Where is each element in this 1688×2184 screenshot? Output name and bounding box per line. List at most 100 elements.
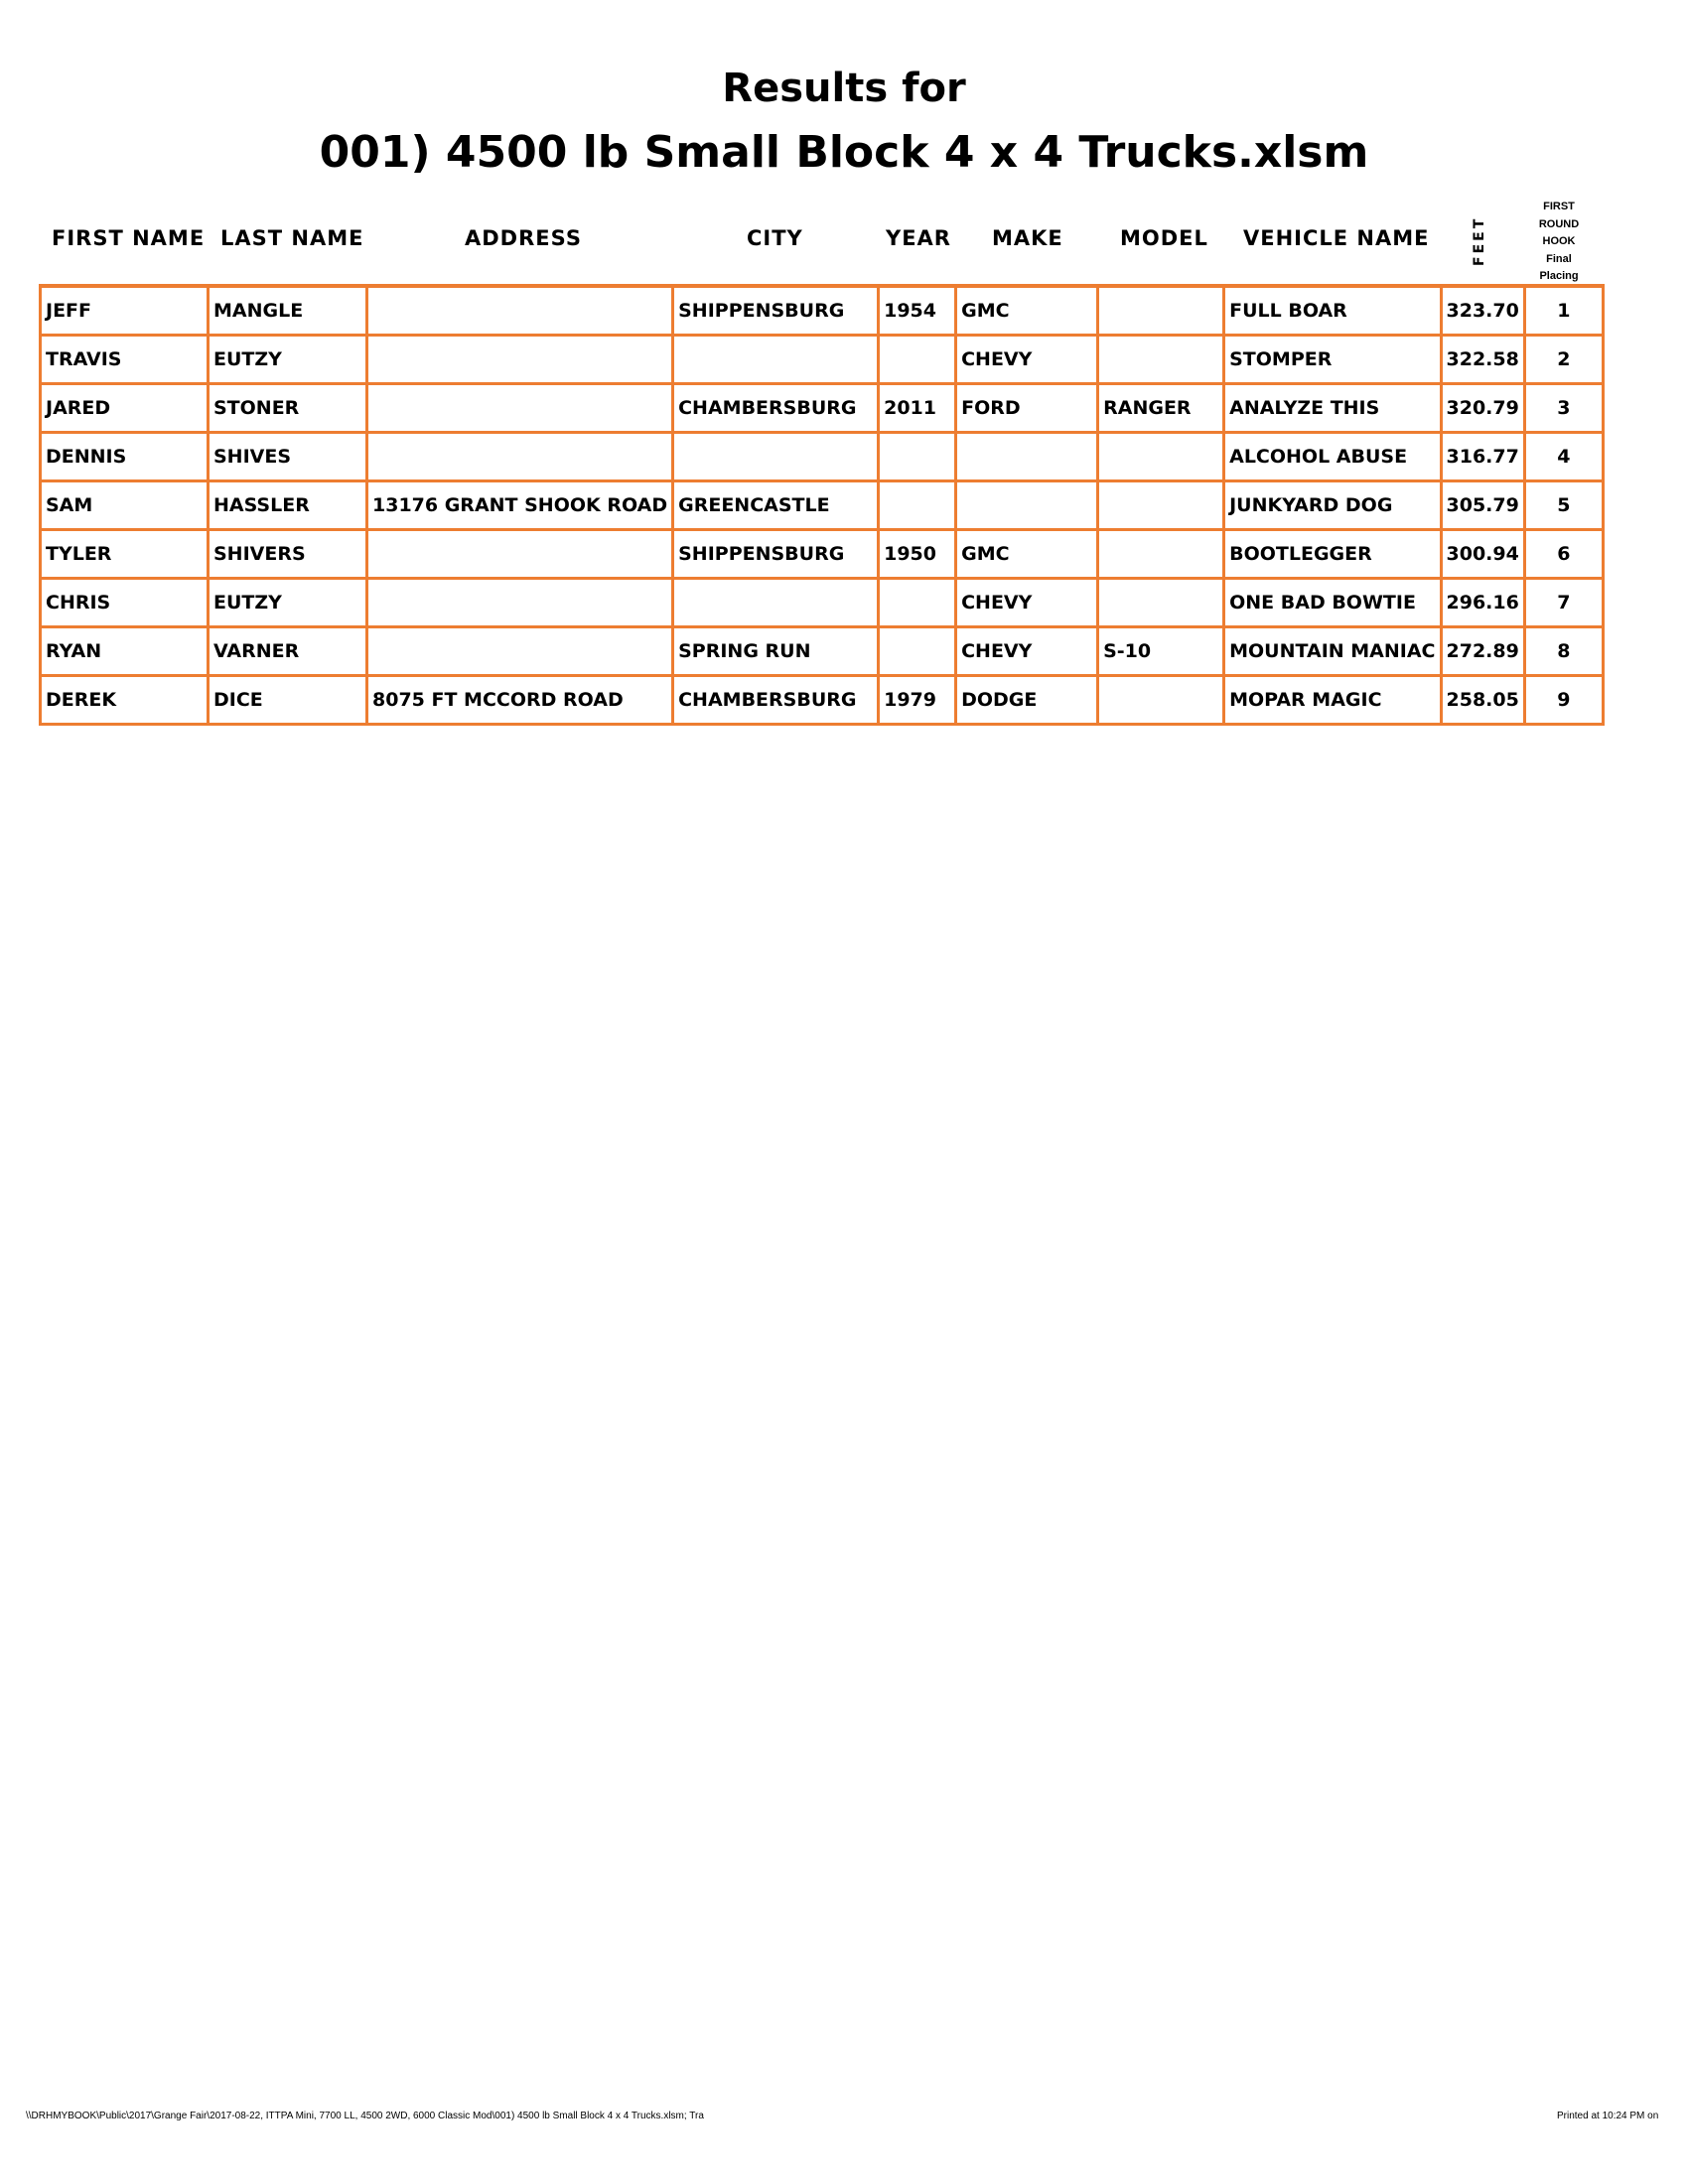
- header-last-name: LAST NAME: [220, 226, 364, 250]
- cell-placing: 4: [1522, 431, 1605, 482]
- cell-last-name: STONER: [207, 382, 368, 434]
- cell-feet: 320.79: [1439, 382, 1526, 434]
- cell-vehicle-name: JUNKYARD DOG: [1222, 479, 1443, 531]
- cell-make: GMC: [954, 284, 1100, 337]
- cell-feet: 300.94: [1439, 528, 1526, 580]
- cell-feet: 272.89: [1439, 625, 1526, 677]
- table-row: RYAN VARNER SPRING RUN CHEVY S-10 MOUNTAIN MA…: [39, 625, 1605, 677]
- cell-placing: 5: [1522, 479, 1605, 531]
- cell-feet: 323.70: [1439, 284, 1526, 337]
- table-row: CHRIS EUTZY CHEVY ONE BAD BOWTIE 296.16 7: [39, 577, 1605, 628]
- header-make: MAKE: [992, 226, 1063, 250]
- cell-city: CHAMBERSBURG: [671, 382, 881, 434]
- cell-city: SHIPPENSBURG: [671, 528, 881, 580]
- header-first-name: FIRST NAME: [52, 226, 206, 250]
- cell-last-name: DICE: [207, 674, 368, 726]
- cell-make: CHEVY: [954, 334, 1100, 385]
- table-row: TRAVIS EUTZY CHEVY STOMPER 322.58 2: [39, 334, 1605, 385]
- cell-feet: 296.16: [1439, 577, 1526, 628]
- cell-year: 1950: [877, 528, 958, 580]
- cell-model: [1096, 334, 1226, 385]
- cell-vehicle-name: ALCOHOL ABUSE: [1222, 431, 1443, 482]
- cell-feet: 305.79: [1439, 479, 1526, 531]
- cell-year: [877, 431, 958, 482]
- header-year: YEAR: [886, 226, 951, 250]
- cell-address: [364, 431, 675, 482]
- header-address: ADDRESS: [465, 226, 582, 250]
- cell-year: 1954: [877, 284, 958, 337]
- cell-address: [364, 625, 675, 677]
- cell-first-name: TRAVIS: [39, 334, 210, 385]
- cell-vehicle-name: STOMPER: [1222, 334, 1443, 385]
- cell-model: [1096, 577, 1226, 628]
- table-row: JEFF MANGLE SHIPPENSBURG 1954 GMC FULL BOAR 32…: [39, 284, 1605, 337]
- header-placing-line: Placing: [1539, 270, 1579, 282]
- cell-last-name: SHIVERS: [207, 528, 368, 580]
- cell-make: [954, 479, 1100, 531]
- cell-placing: 3: [1522, 382, 1605, 434]
- cell-year: [877, 334, 958, 385]
- cell-address: [364, 528, 675, 580]
- cell-make: CHEVY: [954, 625, 1100, 677]
- table-row: DENNIS SHIVES ALCOHOL ABUSE 316.77 4: [39, 431, 1605, 482]
- cell-first-name: DENNIS: [39, 431, 210, 482]
- cell-address: 8075 FT MCCORD ROAD: [364, 674, 675, 726]
- cell-address: [364, 284, 675, 337]
- cell-vehicle-name: FULL BOAR: [1222, 284, 1443, 337]
- cell-feet: 258.05: [1439, 674, 1526, 726]
- cell-last-name: VARNER: [207, 625, 368, 677]
- header-placing-line: HOOK: [1542, 235, 1576, 247]
- cell-year: 2011: [877, 382, 958, 434]
- cell-placing: 8: [1522, 625, 1605, 677]
- cell-make: [954, 431, 1100, 482]
- cell-year: 1979: [877, 674, 958, 726]
- header-model: MODEL: [1120, 226, 1208, 250]
- header-placing: FIRST ROUND HOOK Final Placing: [1519, 199, 1599, 286]
- header-feet: FEET: [1472, 215, 1487, 266]
- cell-placing: 1: [1522, 284, 1605, 337]
- cell-model: [1096, 431, 1226, 482]
- table-row: JARED STONER CHAMBERSBURG 2011 FORD RANGER ANA…: [39, 382, 1605, 434]
- cell-placing: 6: [1522, 528, 1605, 580]
- cell-last-name: EUTZY: [207, 577, 368, 628]
- table-row: DEREK DICE 8075 FT MCCORD ROAD CHAMBERSBURG…: [39, 674, 1605, 726]
- cell-vehicle-name: MOUNTAIN MANIAC: [1222, 625, 1443, 677]
- cell-vehicle-name: ANALYZE THIS: [1222, 382, 1443, 434]
- cell-model: RANGER: [1096, 382, 1226, 434]
- table-row: TYLER SHIVERS SHIPPENSBURG 1950 GMC BOOTLEGGE…: [39, 528, 1605, 580]
- header-city: CITY: [747, 226, 803, 250]
- cell-year: [877, 577, 958, 628]
- cell-city: GREENCASTLE: [671, 479, 881, 531]
- cell-year: [877, 625, 958, 677]
- cell-city: SHIPPENSBURG: [671, 284, 881, 337]
- cell-make: FORD: [954, 382, 1100, 434]
- footer-file-path: \\DRHMYBOOK\Public\2017\Grange Fair\2017…: [26, 2111, 704, 2121]
- cell-last-name: HASSLER: [207, 479, 368, 531]
- cell-address: [364, 577, 675, 628]
- cell-first-name: JARED: [39, 382, 210, 434]
- cell-address: 13176 GRANT SHOOK ROAD: [364, 479, 675, 531]
- header-placing-line: FIRST: [1543, 201, 1575, 212]
- cell-city: [671, 334, 881, 385]
- cell-model: [1096, 528, 1226, 580]
- cell-last-name: MANGLE: [207, 284, 368, 337]
- cell-city: [671, 577, 881, 628]
- cell-address: [364, 334, 675, 385]
- cell-first-name: CHRIS: [39, 577, 210, 628]
- cell-last-name: EUTZY: [207, 334, 368, 385]
- cell-first-name: SAM: [39, 479, 210, 531]
- header-placing-line: Final: [1546, 252, 1572, 265]
- cell-city: [671, 431, 881, 482]
- cell-vehicle-name: BOOTLEGGER: [1222, 528, 1443, 580]
- table-row: SAM HASSLER 13176 GRANT SHOOK ROAD GREENCAS…: [39, 479, 1605, 531]
- cell-placing: 2: [1522, 334, 1605, 385]
- cell-city: CHAMBERSBURG: [671, 674, 881, 726]
- title-line-1: Results for: [722, 66, 966, 111]
- cell-placing: 9: [1522, 674, 1605, 726]
- cell-vehicle-name: MOPAR MAGIC: [1222, 674, 1443, 726]
- cell-first-name: DEREK: [39, 674, 210, 726]
- cell-make: CHEVY: [954, 577, 1100, 628]
- cell-address: [364, 382, 675, 434]
- cell-placing: 7: [1522, 577, 1605, 628]
- cell-vehicle-name: ONE BAD BOWTIE: [1222, 577, 1443, 628]
